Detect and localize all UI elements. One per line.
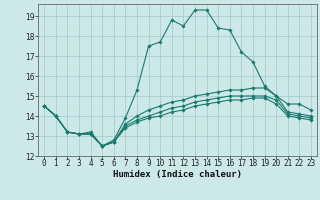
X-axis label: Humidex (Indice chaleur): Humidex (Indice chaleur) <box>113 170 242 179</box>
